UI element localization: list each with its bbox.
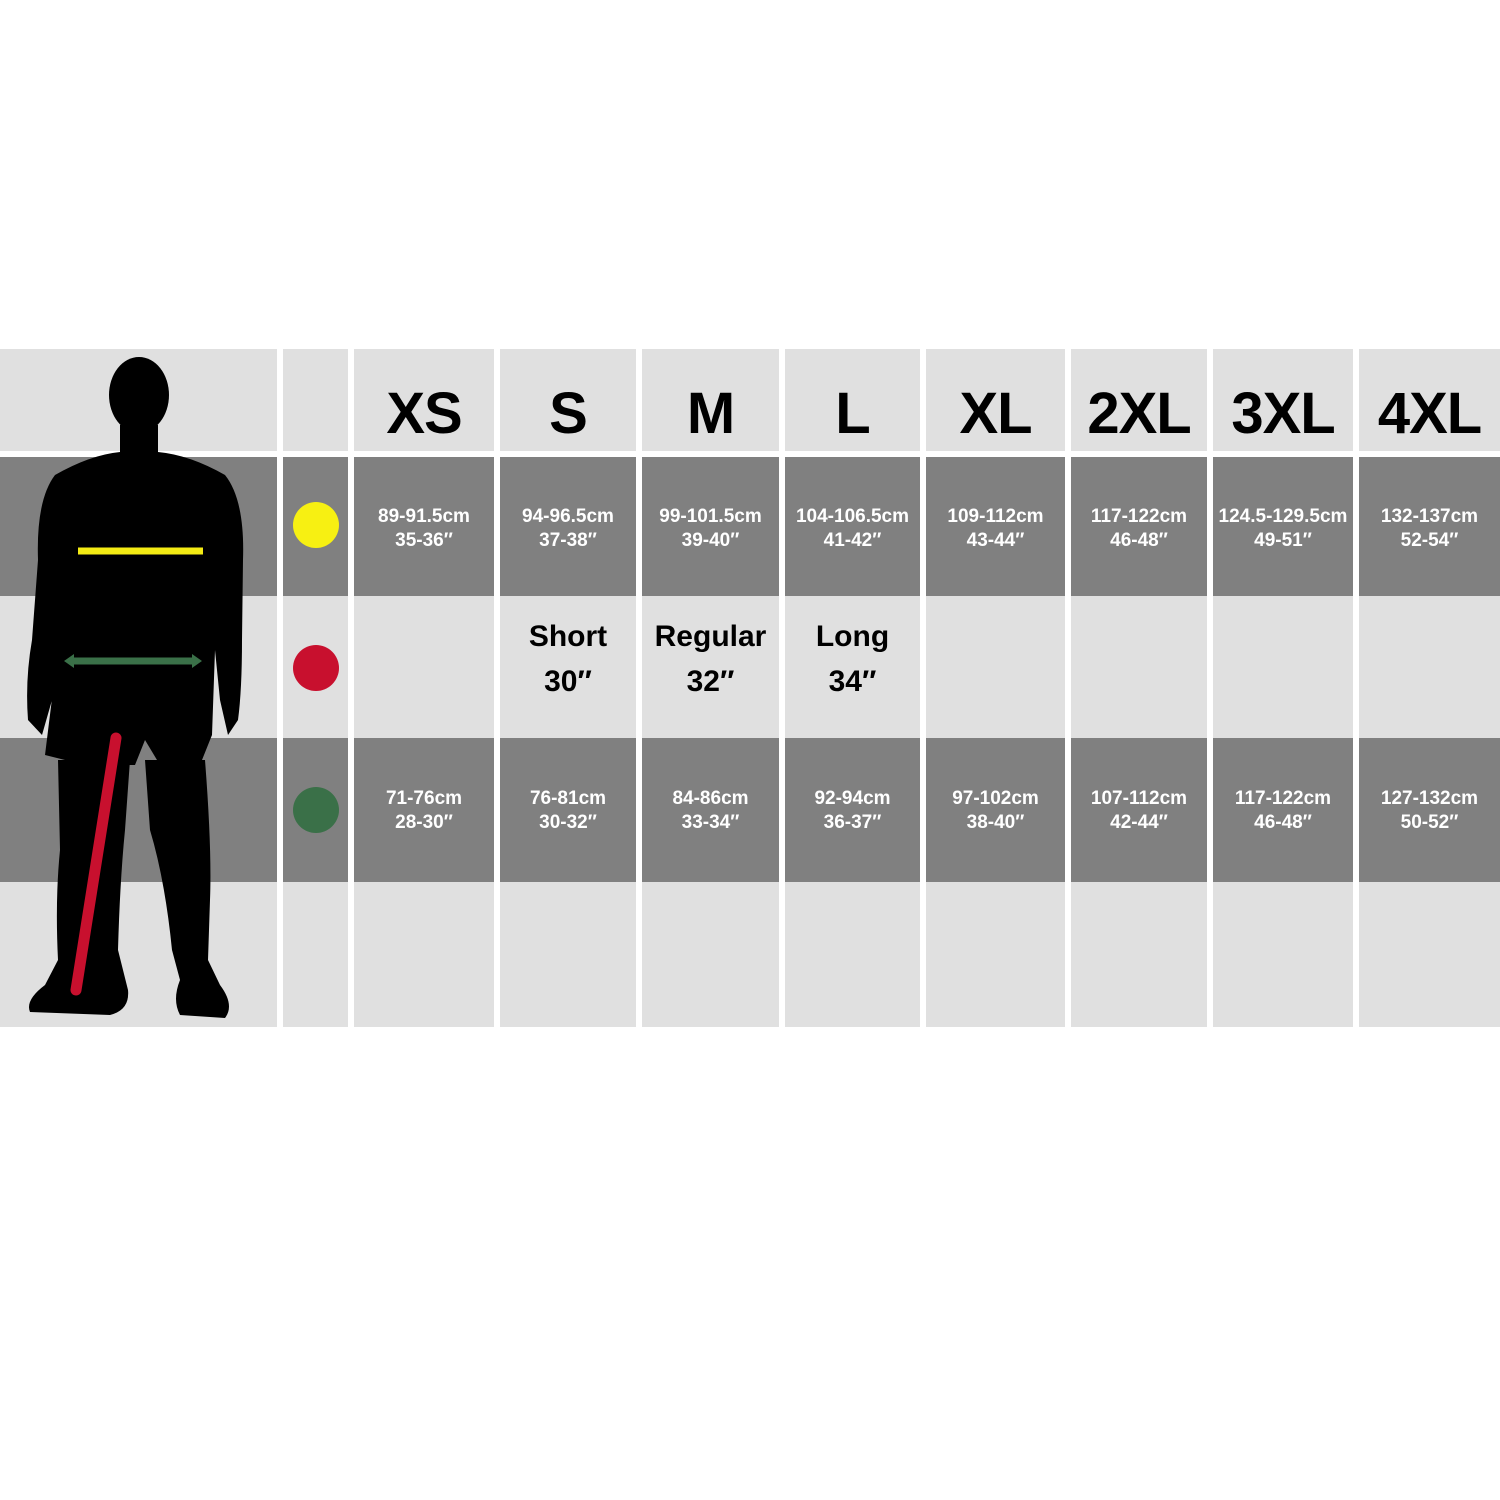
cell-bg [500,349,636,451]
waist-value: 92-94cm [814,788,891,809]
cell-bg [1071,457,1207,596]
chest-value: 117-122cm [1090,506,1188,527]
leg-value: Long [815,620,890,653]
cell-bg [500,738,636,882]
leg-value: Short [528,620,608,653]
size-header: L [835,381,870,446]
cell-bg [1213,457,1353,596]
chest-value: 49-51″ [1254,530,1312,551]
chest-value: 35-36″ [395,530,453,551]
cell-bg [354,738,494,882]
cell-bg [642,738,779,882]
cell-bg [354,349,494,451]
cell-bg [785,738,920,882]
waist-value: 33-34″ [681,812,740,833]
waist-value: 36-37″ [823,812,882,833]
leg-value: 30″ [544,665,592,698]
waist-value: 76-81cm [529,788,607,809]
cell-bg [0,738,277,882]
chest-value: 37-38″ [539,530,597,551]
leg-value: 34″ [828,665,877,698]
cell-bg [785,882,920,1027]
cell-bg [283,349,348,451]
cell-bg [1213,882,1353,1027]
cell-bg [642,349,779,451]
size-header: XL [959,381,1032,446]
size-header: 3XL [1231,381,1335,446]
cell-bg [1359,457,1500,596]
waist-icon [293,787,339,833]
cell-bg [500,457,636,596]
leg-marker [70,732,122,996]
cell-bg [642,882,779,1027]
chest-value: 46-48″ [1110,530,1168,551]
waist-value: 84-86cm [672,788,749,809]
cell-bg [283,882,348,1027]
cell-bg [642,457,779,596]
cell-bg [1359,349,1500,451]
cell-bg [1071,596,1207,738]
size-header: S [549,381,588,446]
waist-value: 28-30″ [395,812,453,833]
chest-value: 43-44″ [966,530,1025,551]
chest-value: 52-54″ [1400,530,1459,551]
size-header: XS [386,381,462,446]
size-header: 4XL [1377,381,1482,446]
silhouette [27,357,244,1018]
size-header: 2XL [1087,381,1191,446]
cell-bg [500,596,636,738]
cell-bg [642,596,779,738]
leg-value: 32″ [686,665,735,698]
cell-bg [1213,349,1353,451]
waist-value: 50-52″ [1400,812,1459,833]
leg-value: Regular [654,620,767,653]
chest-value: 89-91.5cm [378,506,470,527]
cell-bg [1071,738,1207,882]
leg-icon [293,645,339,691]
waist-value: 97-102cm [952,788,1039,809]
size-header: M [686,381,735,446]
chest-value: 104-106.5cm [795,506,910,527]
waist-value: 117-122cm [1234,788,1332,809]
cell-bg [1359,738,1500,882]
cell-bg [1213,596,1353,738]
cell-bg [926,349,1065,451]
chest-value: 124.5-129.5cm [1218,506,1348,527]
waist-value: 127-132cm [1380,788,1479,809]
cell-bg [1359,596,1500,738]
chest-value: 41-42″ [823,530,882,551]
waist-value: 30-32″ [539,812,597,833]
cell-bg [1359,882,1500,1027]
cell-bg [926,596,1065,738]
chest-value: 132-137cm [1380,506,1479,527]
cell-bg [1071,349,1207,451]
cell-bg [785,457,920,596]
chest-value: 99-101.5cm [659,506,762,527]
cell-bg [926,457,1065,596]
chest-value: 39-40″ [681,530,740,551]
waist-value: 38-40″ [966,812,1025,833]
cell-bg [354,882,494,1027]
chest-value: 94-96.5cm [522,506,614,527]
cell-bg [785,349,920,451]
waist-value: 46-48″ [1254,812,1312,833]
cell-bg [354,457,494,596]
chest-value: 109-112cm [947,506,1044,527]
waist-value: 107-112cm [1090,788,1188,809]
cell-bg [785,596,920,738]
waist-value: 71-76cm [385,788,463,809]
chest-icon [293,502,339,548]
cell-bg [926,882,1065,1027]
waist-value: 42-44″ [1110,812,1168,833]
cell-bg [1071,882,1207,1027]
cell-bg [354,596,494,738]
cell-bg [500,882,636,1027]
cell-bg [926,738,1065,882]
cell-bg [1213,738,1353,882]
